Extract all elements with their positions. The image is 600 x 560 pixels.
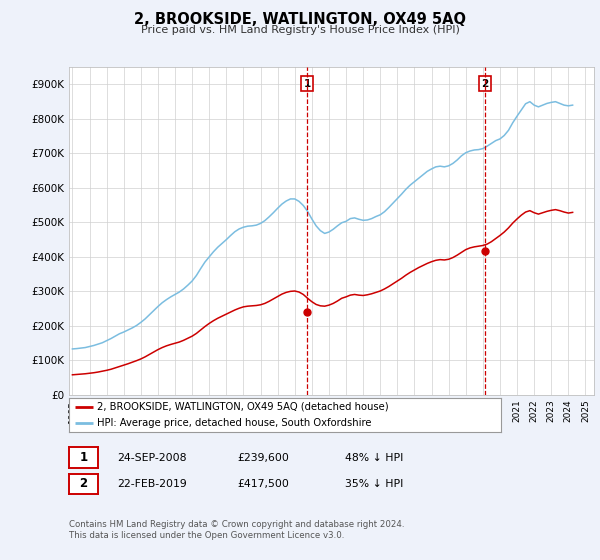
Text: Contains HM Land Registry data © Crown copyright and database right 2024.
This d: Contains HM Land Registry data © Crown c… <box>69 520 404 540</box>
Text: 24-SEP-2008: 24-SEP-2008 <box>117 452 187 463</box>
Text: 2: 2 <box>79 477 88 491</box>
Text: £417,500: £417,500 <box>237 479 289 489</box>
Text: 2: 2 <box>481 78 488 88</box>
Text: 22-FEB-2019: 22-FEB-2019 <box>117 479 187 489</box>
Text: 35% ↓ HPI: 35% ↓ HPI <box>345 479 403 489</box>
Text: 2, BROOKSIDE, WATLINGTON, OX49 5AQ: 2, BROOKSIDE, WATLINGTON, OX49 5AQ <box>134 12 466 27</box>
Text: Price paid vs. HM Land Registry's House Price Index (HPI): Price paid vs. HM Land Registry's House … <box>140 25 460 35</box>
Text: 48% ↓ HPI: 48% ↓ HPI <box>345 452 403 463</box>
Text: 2, BROOKSIDE, WATLINGTON, OX49 5AQ (detached house): 2, BROOKSIDE, WATLINGTON, OX49 5AQ (deta… <box>97 402 389 412</box>
Text: £239,600: £239,600 <box>237 452 289 463</box>
Text: 1: 1 <box>79 451 88 464</box>
Text: 1: 1 <box>304 78 311 88</box>
Text: HPI: Average price, detached house, South Oxfordshire: HPI: Average price, detached house, Sout… <box>97 418 371 428</box>
